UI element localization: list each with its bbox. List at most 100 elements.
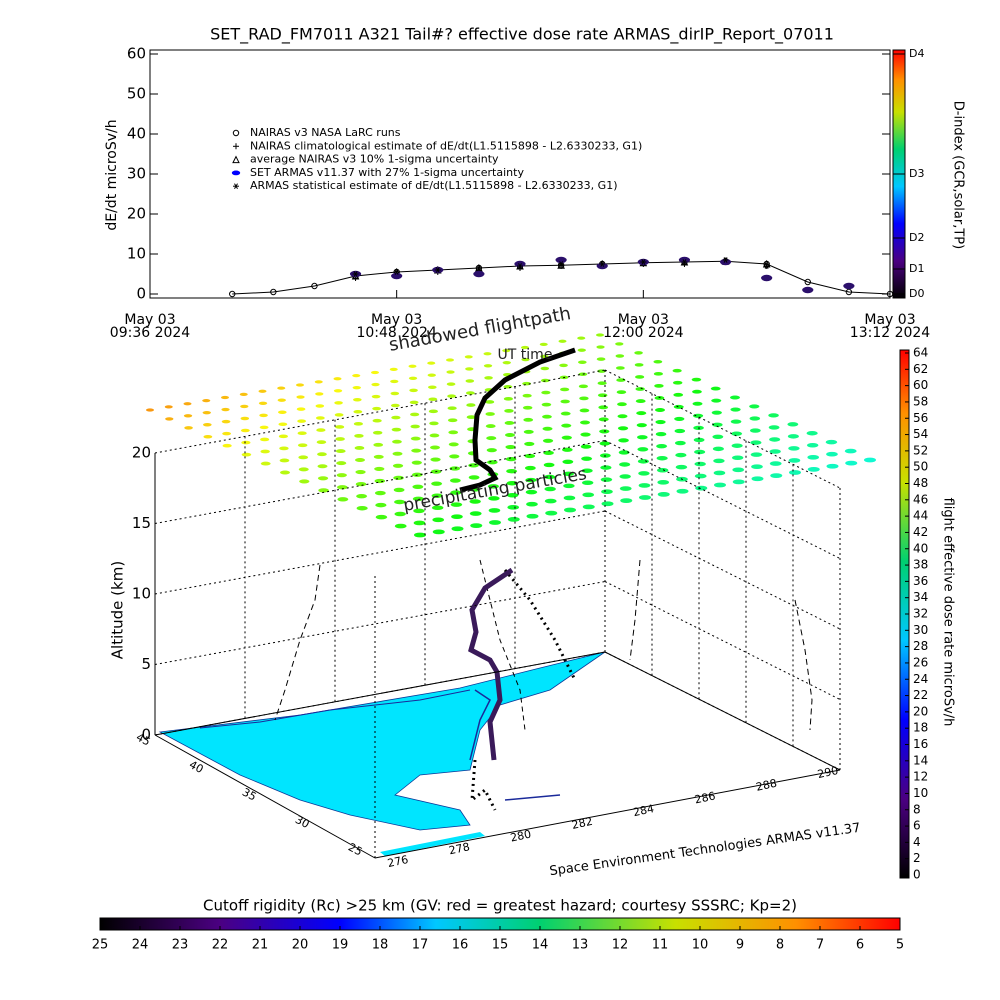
cloud-dot	[203, 435, 213, 439]
cloud-dot	[634, 363, 644, 367]
annotation: UT time	[498, 347, 553, 363]
cloud-dot	[353, 398, 362, 402]
marker-part	[234, 183, 238, 190]
cloud-dot	[505, 444, 516, 450]
cloud-dot	[541, 402, 552, 407]
marker	[761, 274, 773, 282]
cloud-dot	[543, 462, 555, 468]
cloud-dot	[694, 473, 707, 479]
cloud-dot	[413, 508, 425, 514]
cloud-dot	[806, 430, 818, 436]
cloud-dot	[749, 404, 760, 409]
z-grid-line	[604, 369, 841, 489]
cloud-dot	[427, 361, 436, 365]
cloud-dot	[657, 479, 670, 485]
cloud-dot	[260, 461, 271, 466]
cloud-dot	[373, 454, 384, 459]
cloud-dot	[506, 492, 519, 498]
marker	[681, 259, 688, 265]
colorbar-tick-label: 10	[913, 786, 928, 800]
cloud-dot	[710, 386, 721, 391]
cloud-dot	[447, 406, 457, 411]
marker	[311, 282, 318, 290]
cloud-dot	[675, 464, 688, 470]
colorbar-tick-label: 48	[913, 476, 928, 490]
cloud-dot	[353, 422, 363, 426]
cloud-dot	[412, 484, 424, 489]
cloud-dot	[390, 379, 399, 384]
cloud-dot	[694, 449, 706, 455]
cloud-dot	[751, 476, 764, 482]
cloud-dot	[563, 495, 576, 501]
cloud-dot	[581, 456, 593, 461]
cloud-dot	[560, 387, 570, 392]
cloud-dot	[336, 473, 347, 478]
lon-tick-label: 282	[571, 815, 594, 832]
cloud-dot	[732, 467, 745, 473]
colorbar-tick-label: 22	[212, 938, 229, 953]
cloud-dot	[448, 442, 459, 447]
cloud-dot	[542, 414, 552, 419]
marker-part	[641, 259, 646, 265]
cloud-dot	[653, 372, 663, 376]
cloud-dot	[656, 443, 668, 449]
cloud-dot	[596, 333, 604, 337]
lat-tick-label: 40	[187, 758, 205, 776]
colorbar-tick-label: 20	[292, 938, 309, 953]
colorbar-tick-label: 62	[913, 362, 928, 376]
cloud-dot	[299, 479, 310, 484]
cloud-dot	[507, 516, 520, 522]
cloud-dot	[279, 446, 289, 451]
colorbar-tick-label: 38	[913, 558, 928, 572]
cloud-dot	[825, 439, 838, 445]
marker-part	[761, 274, 773, 282]
cloud-dot	[449, 466, 461, 471]
cloud-dot	[619, 486, 632, 491]
shadow-path	[479, 559, 526, 731]
cloud-dot	[615, 354, 625, 358]
cloud-dot	[656, 455, 668, 461]
lon-tick-label: 284	[632, 802, 655, 819]
cloud-dot	[770, 473, 783, 479]
cloud-dot	[487, 484, 499, 489]
cloud-dot	[732, 479, 745, 485]
colorbar-tick-label: 58	[913, 394, 928, 408]
cloud-dot	[675, 452, 687, 458]
cloud-dot	[165, 417, 174, 421]
cloud-dot	[334, 413, 344, 417]
marker	[233, 183, 239, 190]
colorbar-tick-label: 5	[896, 938, 904, 953]
z-tick-label: 10	[132, 585, 151, 603]
cloud-dot	[768, 413, 779, 418]
cloud-dot	[523, 429, 534, 434]
cloud-dot	[428, 397, 438, 402]
colorbar-tick-label: 17	[412, 938, 429, 953]
cloud-dot	[582, 504, 595, 510]
cloud-dot	[617, 426, 629, 431]
cloud-dot	[391, 415, 401, 420]
cloud-dot	[334, 401, 343, 405]
cloud-dot	[240, 428, 250, 433]
cloud-dot	[485, 412, 495, 416]
cloud-dot	[655, 408, 665, 412]
cloud-dot	[562, 471, 574, 477]
cloud-dot	[297, 443, 308, 448]
legend-label: SET ARMAS v11.37 with 27% 1-sigma uncert…	[250, 166, 524, 179]
cloud-dot	[525, 489, 538, 495]
marker-part	[476, 265, 481, 271]
cloud-dot	[390, 391, 400, 396]
cloud-dot	[769, 449, 781, 454]
cloud-dot	[618, 450, 630, 455]
cloud-dot	[788, 446, 800, 451]
cloud-dot	[337, 497, 349, 502]
cloud-dot	[731, 443, 743, 448]
cloud-dot	[561, 435, 572, 440]
marker	[475, 265, 482, 271]
marker	[804, 278, 811, 286]
cloud-dot	[787, 422, 799, 427]
colorbar-tick-label: 20	[913, 704, 928, 718]
floor-edge	[154, 734, 376, 859]
cloud-dot	[483, 352, 492, 356]
cloud-dot	[526, 513, 539, 519]
cloud-dot	[278, 422, 288, 427]
